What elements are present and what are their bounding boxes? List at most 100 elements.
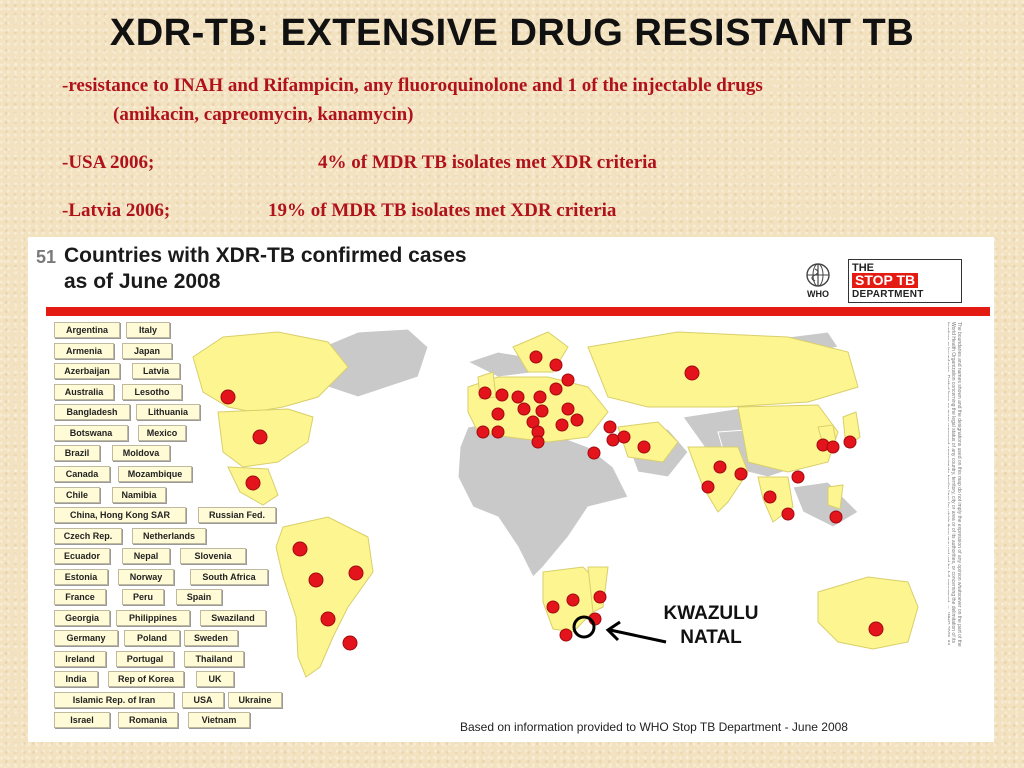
marker-india xyxy=(701,480,715,494)
marker-thailand xyxy=(763,490,777,504)
marker-estonia xyxy=(561,373,575,387)
country-label: Georgia xyxy=(54,610,110,626)
country-label: Japan xyxy=(122,343,172,359)
marker-vietnam xyxy=(781,507,795,521)
slide-number: 51 xyxy=(35,247,56,267)
source-note: Based on information provided to WHO Sto… xyxy=(460,720,848,734)
country-label: UK xyxy=(196,671,234,687)
marker-philippines xyxy=(829,510,843,524)
country-label: Peru xyxy=(122,589,164,605)
country-label: Azerbaijan xyxy=(54,363,120,379)
bullet-latvia: -Latvia 2006; xyxy=(62,200,171,221)
country-label: Romania xyxy=(118,712,178,728)
marker-mexico xyxy=(245,475,261,491)
marker-brazil xyxy=(348,565,364,581)
country-label: China, Hong Kong SAR xyxy=(54,507,186,523)
country-label: Slovenia xyxy=(180,548,246,564)
stop-tb-logo-line3: DEPARTMENT xyxy=(852,289,924,300)
country-label: Ecuador xyxy=(54,548,110,564)
stop-tb-logo-line1: THE xyxy=(852,262,874,274)
stop-tb-logo: THE STOP TB DEPARTMENT xyxy=(848,259,962,303)
bullet-resistance: -resistance to INAH and Rifampicin, any … xyxy=(62,75,763,96)
country-label: Norway xyxy=(118,569,174,585)
marker-botswana xyxy=(566,593,580,607)
callout-line1: KWAZULU xyxy=(663,603,759,624)
country-label: Armenia xyxy=(54,343,114,359)
country-label: Netherlands xyxy=(132,528,206,544)
country-label: Rep of Korea xyxy=(108,671,184,687)
country-label: Ukraine xyxy=(228,692,282,708)
bullet-usa-value: 4% of MDR TB isolates met XDR criteria xyxy=(318,152,657,173)
country-label: South Africa xyxy=(190,569,268,585)
marker-romania xyxy=(555,418,569,432)
country-label: Botswana xyxy=(54,425,128,441)
country-label: Mozambique xyxy=(118,466,192,482)
country-label: Nepal xyxy=(122,548,170,564)
country-label: Philippines xyxy=(116,610,190,626)
marker-canada xyxy=(220,389,236,405)
marker-netherlands xyxy=(511,390,525,404)
kwazulu-natal-callout: KWAZULU NATAL xyxy=(656,602,766,650)
marker-france xyxy=(491,407,505,421)
country-label: Vietnam xyxy=(188,712,250,728)
marker-iran xyxy=(637,440,651,454)
marker-lithuania xyxy=(533,390,547,404)
disclaimer-text: The boundaries and names shown and the d… xyxy=(948,322,962,647)
marker-nepal xyxy=(713,460,727,474)
country-label: Mexico xyxy=(138,425,186,441)
marker-italy xyxy=(531,435,545,449)
marker-chile xyxy=(320,611,336,627)
country-label: Russian Fed. xyxy=(198,507,276,523)
marker-poland xyxy=(535,404,549,418)
callout-line2: NATAL xyxy=(680,627,742,648)
country-label: Portugal xyxy=(116,651,174,667)
marker-hongkong xyxy=(791,470,805,484)
country-label: Islamic Rep. of Iran xyxy=(54,692,174,708)
marker-uk xyxy=(495,388,509,402)
country-label: France xyxy=(54,589,106,605)
country-label: Poland xyxy=(124,630,180,646)
marker-norway xyxy=(529,350,543,364)
country-label: Czech Rep. xyxy=(54,528,122,544)
stop-tb-logo-line2: STOP TB xyxy=(852,273,919,288)
country-label: Brazil xyxy=(54,445,100,461)
country-label: Canada xyxy=(54,466,110,482)
country-label: Bangladesh xyxy=(54,404,130,420)
world-map xyxy=(192,328,919,678)
country-label: Estonia xyxy=(54,569,108,585)
country-label: Thailand xyxy=(184,651,244,667)
country-label: Ireland xyxy=(54,651,106,667)
country-label: Namibia xyxy=(112,487,166,503)
marker-japan xyxy=(843,435,857,449)
kwazulu-natal-ring xyxy=(572,615,596,639)
marker-usa xyxy=(252,429,268,445)
map-heading-line1: Countries with XDR-TB confirmed cases xyxy=(64,244,467,267)
map-heading: Countries with XDR-TB confirmed cases as… xyxy=(64,243,467,295)
country-label: Lithuania xyxy=(136,404,200,420)
marker-latvia xyxy=(549,382,563,396)
callout-arrow xyxy=(605,620,667,644)
marker-bangladesh xyxy=(734,467,748,481)
xdr-markers xyxy=(220,350,884,651)
who-logo-text: WHO xyxy=(807,289,829,299)
marker-ireland xyxy=(478,386,492,400)
country-label: Latvia xyxy=(132,363,180,379)
marker-georgia xyxy=(603,420,617,434)
marker-peru xyxy=(308,572,324,588)
bullet-latvia-value: 19% of MDR TB isolates met XDR criteria xyxy=(268,200,617,221)
country-label: Moldova xyxy=(112,445,170,461)
marker-mozambique xyxy=(593,590,607,604)
map-heading-line2: as of June 2008 xyxy=(64,270,221,293)
marker-israel xyxy=(587,446,601,460)
marker-ukraine xyxy=(561,402,575,416)
country-label: Australia xyxy=(54,384,114,400)
red-divider xyxy=(46,307,990,316)
marker-namibia xyxy=(546,600,560,614)
marker-korea xyxy=(826,440,840,454)
marker-moldova xyxy=(570,413,584,427)
marker-argentina xyxy=(342,635,358,651)
marker-sweden xyxy=(549,358,563,372)
marker-australia xyxy=(868,621,884,637)
marker-germany xyxy=(517,402,531,416)
country-label: USA xyxy=(182,692,224,708)
